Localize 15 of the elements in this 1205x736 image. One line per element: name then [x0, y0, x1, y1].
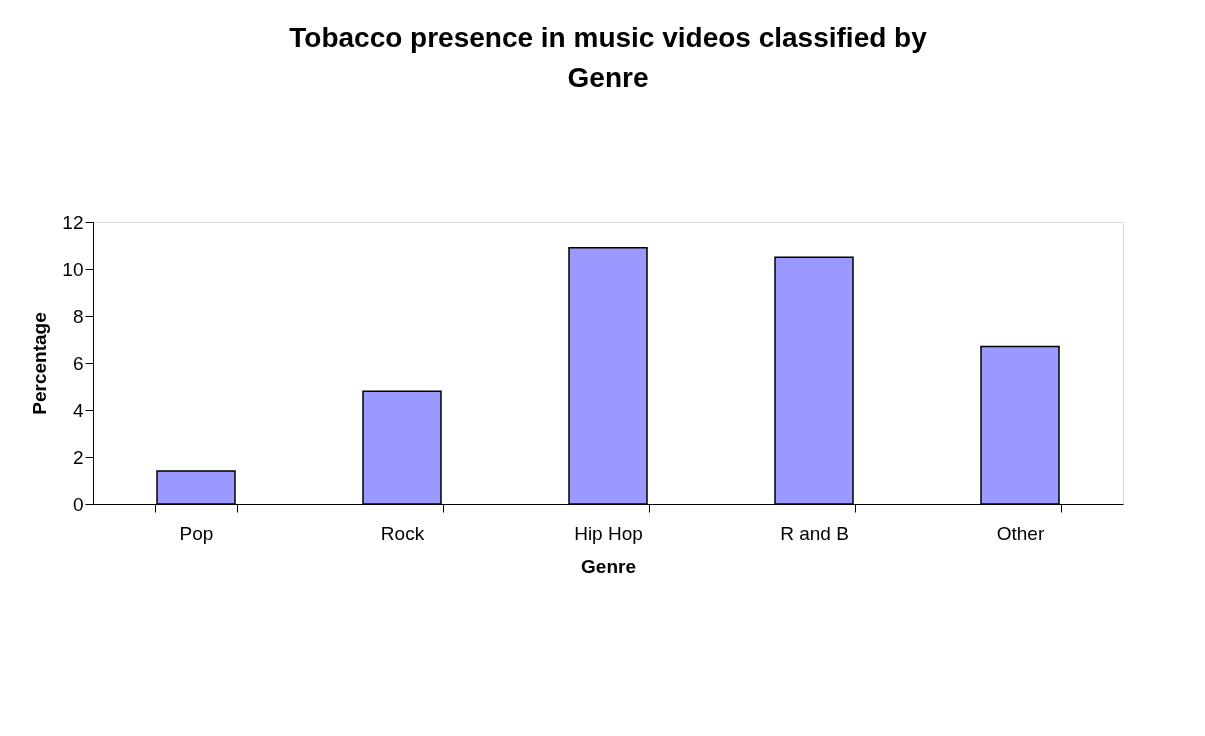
y-tick-label: 2 [72, 446, 84, 468]
y-axis-title: Percentage [29, 312, 51, 415]
y-tick-label: 12 [62, 211, 84, 233]
x-tick-label: Other [996, 522, 1045, 544]
x-tick-label: Pop [179, 522, 214, 544]
x-tick-label: Hip Hop [574, 522, 643, 544]
y-tick-label: 0 [72, 493, 84, 515]
x-tick-label: R and B [780, 522, 849, 544]
x-axis-title: Genre [581, 555, 636, 577]
y-tick-label: 6 [72, 352, 84, 374]
chart-title: Tobacco presence in music videos classified by Genre [289, 22, 928, 93]
y-tick-label: 10 [62, 258, 84, 280]
y-tick-label: 8 [72, 305, 84, 327]
y-tick-label: 4 [72, 399, 84, 421]
x-tick-label: Rock [380, 522, 425, 544]
